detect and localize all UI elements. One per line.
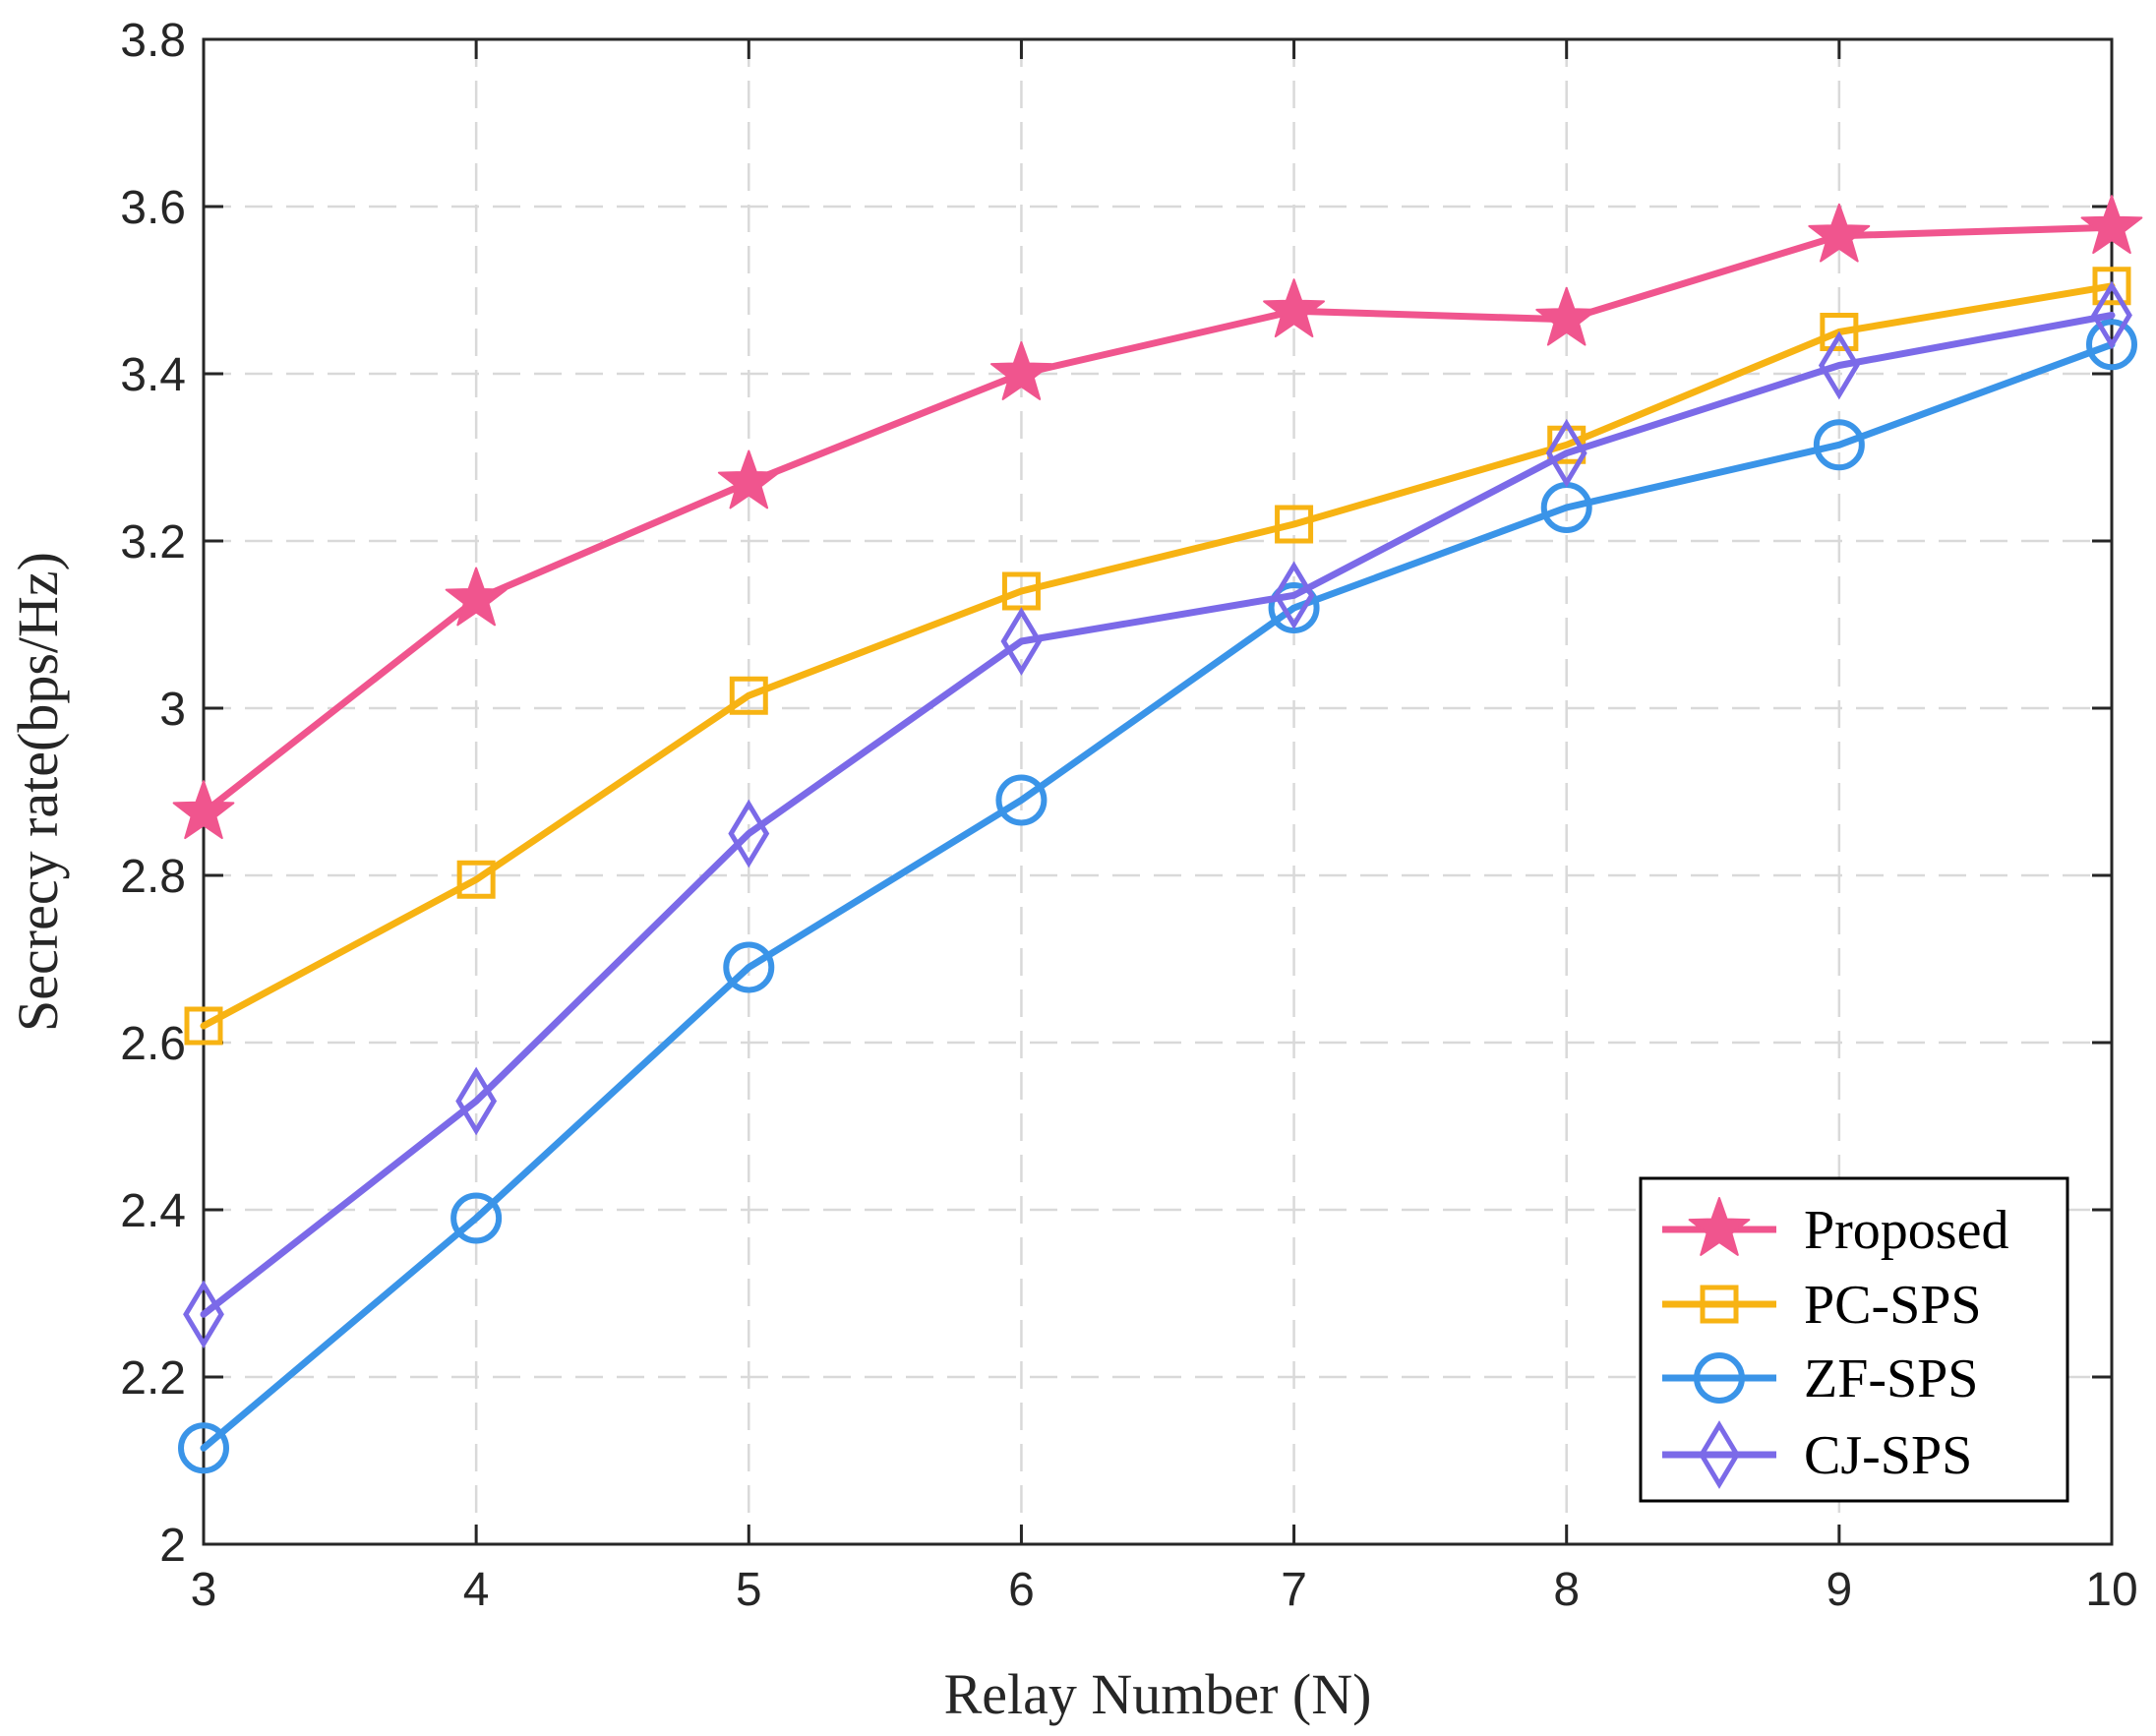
legend-label-pc-sps: PC-SPS [1804,1275,1982,1336]
y-tick-label: 2.6 [120,1018,186,1070]
x-tick-label: 10 [2085,1564,2137,1616]
data-point-proposed [2080,195,2143,255]
y-tick-label: 2.4 [120,1185,186,1237]
legend-label-cj-sps: CJ-SPS [1804,1425,1972,1486]
data-point-proposed [1263,278,1325,338]
data-point-cj-sps [455,1066,498,1136]
y-tick-label: 2 [159,1520,186,1572]
x-tick-label: 7 [1281,1564,1307,1616]
data-point-proposed [172,780,235,840]
data-point-pc-sps [456,860,496,899]
legend-marker-zf-sps [1694,1352,1745,1404]
data-point-proposed [1808,203,1871,263]
data-point-cj-sps [728,799,770,868]
legend-label-proposed: Proposed [1804,1200,2008,1261]
data-point-zf-sps [1813,419,1865,471]
data-point-proposed [445,567,508,627]
legend-marker-proposed [1688,1197,1751,1256]
x-tick-label: 5 [736,1564,762,1616]
data-point-zf-sps [178,1422,229,1474]
x-tick-label: 4 [463,1564,490,1616]
series-proposed [172,195,2143,840]
y-tick-label: 3.2 [120,516,186,569]
legend-label-zf-sps: ZF-SPS [1804,1348,1978,1409]
data-point-cj-sps [1000,607,1043,676]
data-point-zf-sps [995,774,1048,826]
series-cj-sps [183,280,2132,1349]
series-line-zf-sps [200,340,2116,1452]
data-point-zf-sps [1268,582,1320,633]
x-tick-label: 8 [1553,1564,1580,1616]
x-axis-label: Relay Number (N) [944,1662,1372,1726]
x-tick-label: 6 [1008,1564,1035,1616]
data-point-pc-sps [2092,267,2131,306]
y-tick-label: 3 [159,684,186,736]
series-line-pc-sps [200,282,2116,1030]
data-point-proposed [1535,286,1598,346]
series-zf-sps [178,319,2137,1474]
data-point-pc-sps [729,676,768,715]
data-point-pc-sps [184,1006,223,1046]
legend-marker-cj-sps [1699,1420,1740,1489]
x-tick-label: 9 [1827,1564,1853,1616]
x-tick-labels: 3 4 5 6 7 8 9 10 [191,1564,2138,1616]
data-point-cj-sps [1545,418,1587,488]
data-point-zf-sps [450,1192,503,1244]
series-pc-sps [184,267,2131,1046]
x-tick-label: 3 [191,1564,217,1616]
series-group [172,195,2143,1474]
data-point-cj-sps [1273,561,1315,630]
data-point-pc-sps [1820,313,1859,351]
data-point-proposed [990,341,1052,400]
axis-ticks [202,37,2114,1546]
data-point-cj-sps [1818,330,1860,400]
data-point-zf-sps [2086,319,2137,371]
y-tick-label: 3.8 [120,15,186,67]
data-point-cj-sps [2091,280,2132,350]
y-tick-label: 3.4 [120,349,186,401]
data-point-cj-sps [183,1280,224,1349]
y-tick-label: 3.6 [120,182,186,234]
series-line-proposed [200,223,2116,816]
y-tick-labels: 2 2.2 2.4 2.6 2.8 3 3.2 3.4 3.6 3.8 [120,15,186,1572]
data-point-proposed [717,449,780,509]
legend-marker-pc-sps [1700,1285,1739,1324]
legend: Proposed PC-SPS ZF-SPS CJ-SPS [1639,1176,2069,1503]
data-point-pc-sps [1275,505,1314,544]
y-axis-label: Secrecy rate(bps/Hz) [6,552,70,1032]
data-point-zf-sps [723,941,775,993]
y-tick-label: 2.8 [120,851,186,903]
y-tick-label: 2.2 [120,1352,186,1405]
series-line-cj-sps [200,312,2116,1318]
